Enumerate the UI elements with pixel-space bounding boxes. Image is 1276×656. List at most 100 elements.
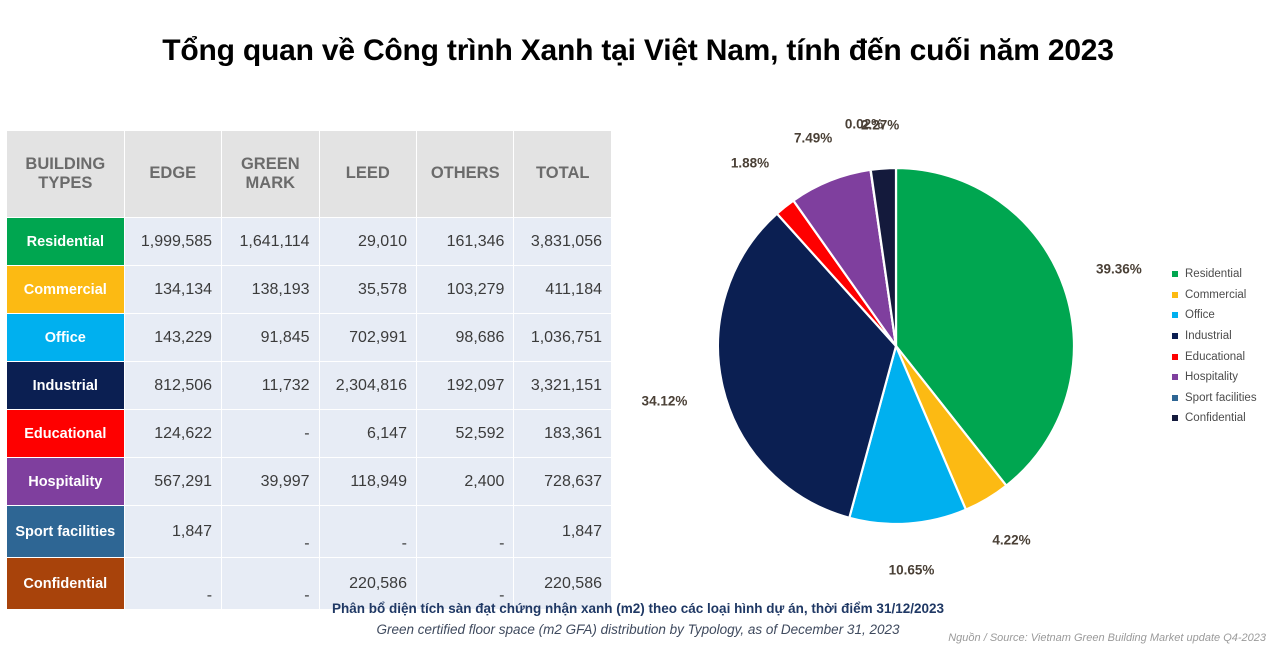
pie-label-educational: 1.88% xyxy=(730,155,770,171)
pie-slice-confidential xyxy=(869,166,898,347)
row-label-confidential: Confidential xyxy=(7,558,124,609)
row-label-sport-facilities: Sport facilities xyxy=(7,506,124,557)
cell-leed: 6,147 xyxy=(319,410,416,457)
cell-green-mark: 91,845 xyxy=(222,314,319,361)
cell-green-mark: 138,193 xyxy=(222,266,319,313)
cell-leed: - xyxy=(319,506,416,557)
cell-edge: - xyxy=(124,558,222,609)
cell-total: 220,586 xyxy=(514,558,611,609)
legend-label: Sport facilities xyxy=(1185,391,1257,404)
cell-total: 3,321,151 xyxy=(514,362,611,409)
pie-label-commercial: 4.22% xyxy=(992,532,1031,548)
table-header-row: BUILDING TYPES EDGE GREEN MARK LEED OTHE… xyxy=(7,131,611,217)
chart-caption-english: Green certified floor space (m2 GFA) dis… xyxy=(376,622,900,637)
cell-others: 2,400 xyxy=(416,458,514,505)
cell-green-mark: 11,732 xyxy=(222,362,319,409)
cell-total: 728,637 xyxy=(514,458,611,505)
cell-leed: 29,010 xyxy=(319,218,416,265)
pie-chart-svg xyxy=(716,166,1076,526)
cell-green-mark: 39,997 xyxy=(222,458,319,505)
cell-leed: 220,586 xyxy=(319,558,416,609)
legend-item-confidential[interactable]: Confidential xyxy=(1172,408,1276,429)
column-header-edge: EDGE xyxy=(124,131,222,217)
legend-swatch-icon xyxy=(1172,374,1178,381)
cell-leed: 702,991 xyxy=(319,314,416,361)
table-row: Confidential - -220,586-220,586 xyxy=(7,558,611,609)
cell-total: 3,831,056 xyxy=(514,218,611,265)
cell-total: 1,847 xyxy=(514,506,611,557)
table-row: Industrial 812,506 11,732 2,304,816 192,097 3… xyxy=(7,362,611,409)
column-header-green-mark: GREEN MARK xyxy=(222,131,319,217)
pie-slices xyxy=(716,166,1076,526)
legend-swatch-icon xyxy=(1172,415,1178,422)
legend-item-commercial[interactable]: Commercial xyxy=(1172,285,1276,306)
chart-caption-vietnamese: Phân bổ diện tích sàn đạt chứng nhận xan… xyxy=(331,601,944,616)
cell-edge: 1,999,585 xyxy=(124,218,222,265)
cell-green-mark: 1,641,114 xyxy=(222,218,319,265)
table-row: Residential 1,999,585 1,641,114 29,010 161,3… xyxy=(7,218,611,265)
column-header-others: OTHERS xyxy=(416,131,514,217)
cell-leed: 2,304,816 xyxy=(319,362,416,409)
legend-label: Hospitality xyxy=(1185,371,1239,384)
legend-swatch-icon xyxy=(1172,312,1178,319)
legend-swatch-icon xyxy=(1172,394,1178,401)
green-building-table: BUILDING TYPES EDGE GREEN MARK LEED OTHE… xyxy=(6,130,612,610)
legend-item-industrial[interactable]: Industrial xyxy=(1172,326,1276,347)
cell-total: 1,036,751 xyxy=(514,314,611,361)
legend-item-educational[interactable]: Educational xyxy=(1172,346,1276,367)
legend-label: Residential xyxy=(1185,268,1242,281)
page-title: Tổng quan về Công trình Xanh tại Việt Na… xyxy=(162,34,1114,67)
row-label-industrial: Industrial xyxy=(7,362,124,409)
legend-label: Confidential xyxy=(1185,412,1246,425)
chart-legend: Residential Commercial Office Industrial Edu… xyxy=(1172,264,1276,429)
pie-label-office: 10.65% xyxy=(888,562,935,578)
column-header-building-types: BUILDING TYPES xyxy=(7,131,124,217)
legend-item-sport-facilities[interactable]: Sport facilities xyxy=(1172,388,1276,409)
cell-others: 161,346 xyxy=(416,218,514,265)
pie-label-sport-facilities: 0.02% xyxy=(844,116,884,132)
table-row: Hospitality 567,291 39,997 118,949 2,400 728,… xyxy=(7,458,611,505)
legend-item-office[interactable]: Office xyxy=(1172,305,1276,326)
cell-edge: 124,622 xyxy=(124,410,222,457)
cell-leed: 35,578 xyxy=(319,266,416,313)
legend-item-residential[interactable]: Residential xyxy=(1172,264,1276,285)
cell-edge: 812,506 xyxy=(124,362,222,409)
table-row: Office 143,229 91,845 702,991 98,686 1,036,75… xyxy=(7,314,611,361)
column-header-total: TOTAL xyxy=(514,131,611,217)
cell-edge: 143,229 xyxy=(124,314,222,361)
table-row: Sport facilities 1,847- - -1,847 xyxy=(7,506,611,557)
table-row: Educational 124,622-6,147 52,592 183,361 xyxy=(7,410,611,457)
cell-others: 192,097 xyxy=(416,362,514,409)
legend-swatch-icon xyxy=(1172,353,1178,360)
legend-label: Industrial xyxy=(1185,330,1232,343)
pie-label-confidential: 2.27% xyxy=(861,117,900,133)
legend-swatch-icon xyxy=(1172,271,1178,278)
pie-label-hospitality: 7.49% xyxy=(793,130,833,146)
legend-label: Educational xyxy=(1185,350,1246,363)
legend-label: Office xyxy=(1185,309,1215,322)
cell-green-mark: - xyxy=(222,506,319,557)
legend-label: Commercial xyxy=(1185,288,1247,301)
cell-others: - xyxy=(416,506,514,557)
table-row: Commercial 134,134 138,193 35,578 103,279 411… xyxy=(7,266,611,313)
pie-slice-industrial xyxy=(716,212,898,520)
table-body: Residential 1,999,585 1,641,114 29,010 161,3… xyxy=(7,218,611,609)
cell-others: 98,686 xyxy=(416,314,514,361)
row-label-office: Office xyxy=(7,314,124,361)
pie-slice-residential xyxy=(894,166,1076,488)
cell-others: - xyxy=(416,558,514,609)
legend-swatch-icon xyxy=(1172,333,1178,340)
cell-total: 183,361 xyxy=(514,410,611,457)
cell-edge: 134,134 xyxy=(124,266,222,313)
row-label-residential: Residential xyxy=(7,218,124,265)
pie-chart: 39.36% 4.22% 10.65% 34.12% 1.88% 7.49% 0.02% 2.… xyxy=(620,110,1160,590)
cell-others: 103,279 xyxy=(416,266,514,313)
cell-others: 52,592 xyxy=(416,410,514,457)
cell-green-mark: - xyxy=(222,410,319,457)
pie-slice-office xyxy=(847,342,968,526)
row-label-hospitality: Hospitality xyxy=(7,458,124,505)
cell-leed: 118,949 xyxy=(319,458,416,505)
legend-swatch-icon xyxy=(1172,291,1178,298)
cell-edge: 567,291 xyxy=(124,458,222,505)
legend-item-hospitality[interactable]: Hospitality xyxy=(1172,367,1276,388)
